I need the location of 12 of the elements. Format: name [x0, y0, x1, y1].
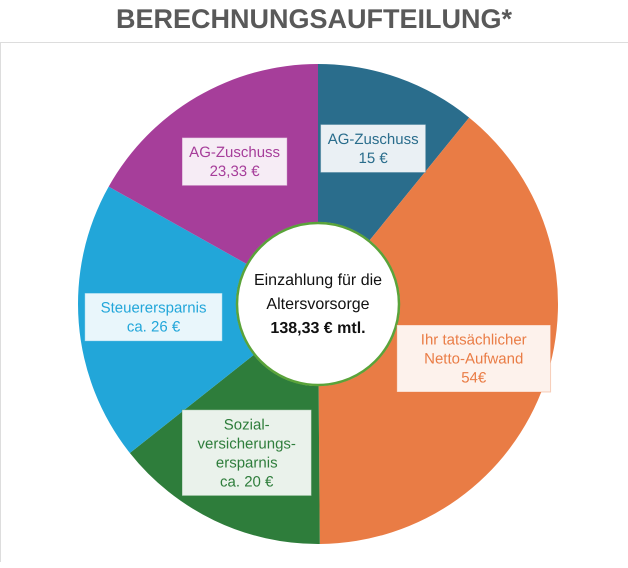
- text: 138,33 € mtl.: [270, 320, 366, 337]
- slice-label: Steuerersparnis: [100, 300, 206, 317]
- slice-label: Ihr tatsächlicher Netto-Aufwand: [420, 332, 527, 368]
- text: Einzahlung für die Altersvorsorge: [254, 272, 382, 313]
- data-label: 54€: [461, 370, 487, 387]
- data-label: ca. 20 €: [220, 473, 274, 490]
- slice-label: AG-Zuschuss: [189, 144, 280, 162]
- chart-title: BERECHNUNGSAUFTEILUNG*: [116, 4, 512, 34]
- slice-label: AG-Zuschuss: [328, 130, 419, 148]
- data-label: 23,33 €: [210, 163, 260, 180]
- data-label: ca. 26 €: [126, 318, 181, 336]
- data-label: 15 €: [358, 150, 388, 167]
